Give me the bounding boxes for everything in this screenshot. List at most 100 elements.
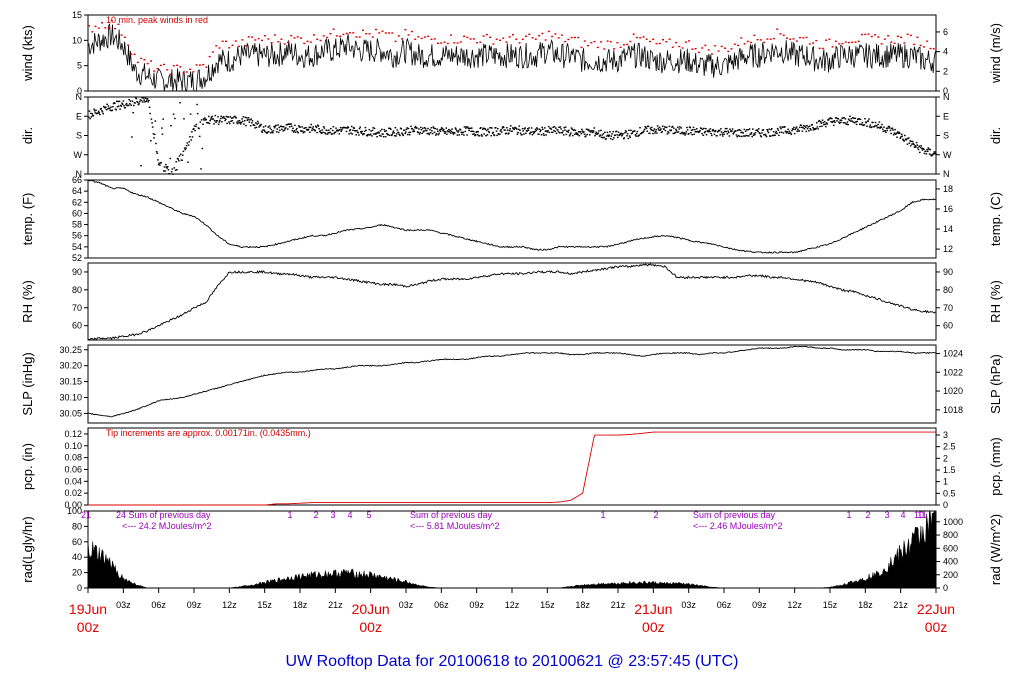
dir-point xyxy=(796,130,798,132)
dir-point xyxy=(433,131,436,133)
dir-point xyxy=(804,126,807,129)
dir-point xyxy=(795,126,798,128)
wind-peak-mark xyxy=(293,37,296,39)
dir-point xyxy=(581,130,584,132)
dir-point xyxy=(573,129,575,131)
wind-peak-mark xyxy=(352,32,355,34)
dir-point xyxy=(309,131,311,133)
dir-point xyxy=(924,150,927,153)
dir-point xyxy=(128,99,130,101)
dir-point xyxy=(302,132,305,134)
dir-point xyxy=(727,130,729,132)
slp-right-tick-label: 1024 xyxy=(943,348,963,358)
dir-point xyxy=(622,132,624,135)
dir-point xyxy=(440,128,442,131)
dir-point xyxy=(832,120,834,123)
dir-point xyxy=(136,100,138,103)
dir-point xyxy=(221,117,224,119)
wind-peak-mark xyxy=(127,44,130,46)
dir-point xyxy=(870,126,873,128)
date-hour-label: 00z xyxy=(642,619,665,635)
wind-peak-mark xyxy=(234,40,237,42)
dir-point xyxy=(609,137,612,140)
wind-peak-mark xyxy=(332,28,335,30)
dir-point xyxy=(447,131,449,133)
dir-point xyxy=(892,134,895,136)
slp-left-tick-label: 30.10 xyxy=(59,393,82,403)
dir-point xyxy=(472,130,475,133)
dir-point xyxy=(472,133,474,135)
rh-left-tick-label: 80 xyxy=(72,285,82,295)
dir-point xyxy=(674,131,676,134)
hour-label: 21z xyxy=(611,600,626,610)
rad-area xyxy=(87,511,937,589)
dir-point xyxy=(728,135,731,137)
dir-point xyxy=(615,130,618,132)
dir-point xyxy=(319,130,322,132)
wind-peak-mark xyxy=(671,46,674,48)
dir-point xyxy=(102,113,104,115)
dir-point xyxy=(333,132,335,135)
wind-peak-mark xyxy=(538,35,541,37)
dir-point xyxy=(901,135,903,137)
dir-point xyxy=(213,123,215,125)
dir-point xyxy=(357,132,359,134)
dir-point xyxy=(273,125,275,128)
dir-point xyxy=(580,133,583,135)
dir-point xyxy=(328,129,330,131)
dir-point xyxy=(521,127,524,130)
dir-point xyxy=(557,131,560,133)
dir-point xyxy=(231,120,234,122)
dir-point xyxy=(532,131,534,133)
dir-point xyxy=(329,131,331,133)
dir-point xyxy=(531,134,534,136)
dir-point xyxy=(840,121,842,123)
hour-label: 06z xyxy=(717,600,732,610)
dir-point xyxy=(742,135,745,137)
dir-point xyxy=(245,117,248,119)
hour-label: 06z xyxy=(151,600,166,610)
dir-point xyxy=(90,112,92,115)
dir-point xyxy=(316,131,318,134)
dir-point xyxy=(213,120,216,122)
dir-point xyxy=(404,132,406,135)
dir-point xyxy=(438,129,441,131)
dir-point xyxy=(855,123,858,126)
dir-point xyxy=(785,131,787,133)
dir-point xyxy=(298,125,300,127)
dir-point xyxy=(818,119,821,122)
dir-point xyxy=(851,120,853,122)
dir-point xyxy=(583,133,586,135)
dir-point xyxy=(858,118,860,120)
dir-point xyxy=(548,131,551,134)
dir-point xyxy=(134,102,136,104)
dir-point xyxy=(881,123,883,126)
rad-right-tick-label: 400 xyxy=(943,557,958,567)
wind-peak-mark xyxy=(117,23,120,25)
dir-point xyxy=(193,125,196,127)
dir-point xyxy=(456,134,459,136)
dir-point xyxy=(722,135,724,137)
dir-point xyxy=(407,133,409,136)
wind-peak-mark xyxy=(772,37,775,40)
dir-point xyxy=(347,126,350,129)
dir-point xyxy=(552,126,554,128)
dir-point xyxy=(711,134,713,137)
dir-point xyxy=(677,126,679,128)
wind-peak-mark xyxy=(720,45,723,48)
dir-point xyxy=(867,120,870,122)
wind-peak-mark xyxy=(247,36,250,38)
dir-point xyxy=(705,134,708,136)
dir-point xyxy=(398,133,401,136)
hour-label: 12z xyxy=(505,600,520,610)
rad-hour-mark: 21 xyxy=(81,510,91,520)
dir-point xyxy=(643,128,646,130)
dir-right-tick-label: N xyxy=(943,92,950,102)
dir-point xyxy=(352,129,354,131)
dir-point xyxy=(519,132,522,134)
dir-point xyxy=(700,127,703,130)
dir-point xyxy=(484,128,487,130)
dir-point xyxy=(204,117,206,119)
dir-point xyxy=(874,121,877,124)
dir-right-tick-label: S xyxy=(943,131,949,141)
